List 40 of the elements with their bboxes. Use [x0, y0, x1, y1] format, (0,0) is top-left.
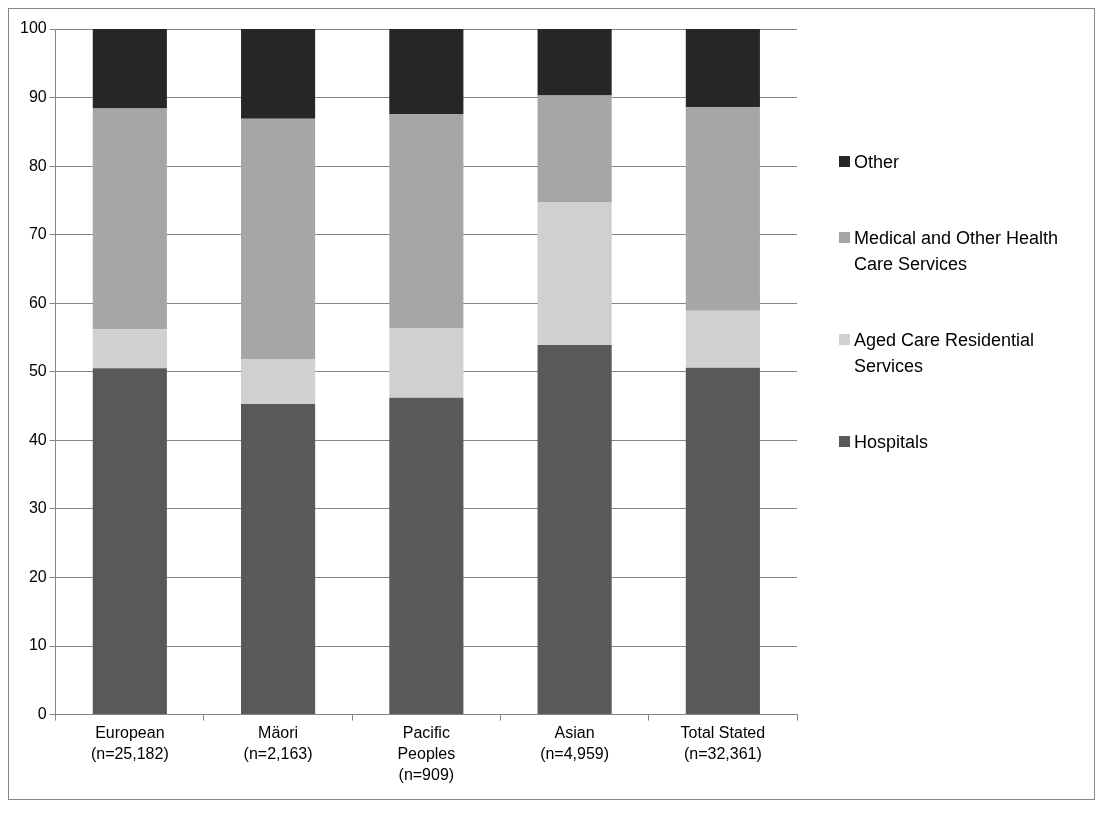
y-tick-label: 60	[28, 293, 47, 311]
bar	[389, 327, 464, 398]
x-tick-label: Mäori (n=2,163)	[243, 724, 313, 763]
y-tick-label: 70	[28, 225, 47, 243]
bar	[92, 368, 167, 715]
x-tick-label: Pacific Peoples (n=909)	[397, 724, 456, 784]
y-tick-label: 0	[37, 705, 47, 723]
legend-label: Aged Care Residential Services	[854, 329, 1036, 378]
bar	[241, 118, 316, 360]
bar	[92, 29, 167, 109]
bar	[537, 95, 612, 203]
x-tick-label: Asian (n=4,959)	[540, 724, 610, 763]
bar	[389, 397, 464, 715]
bar	[685, 367, 760, 715]
bar	[537, 202, 612, 346]
x-tick-label: European (n=25,182)	[90, 724, 169, 763]
y-tick-label: 50	[28, 362, 47, 380]
bar	[537, 29, 612, 96]
x-tick-label: Total Stated (n=32,361)	[680, 724, 766, 763]
legend-label: Medical and Other Health Care Services	[854, 227, 1060, 276]
bar	[685, 107, 760, 311]
bar	[685, 29, 760, 108]
bar	[389, 114, 464, 328]
y-tick-label: 80	[28, 156, 47, 174]
bar	[685, 310, 760, 368]
bar	[92, 329, 167, 369]
y-tick-label: 90	[28, 87, 47, 105]
y-tick-label: 10	[28, 636, 47, 654]
bar	[389, 29, 464, 115]
bar	[537, 345, 612, 715]
bar	[92, 108, 167, 330]
bar	[241, 404, 316, 715]
legend-label: Hospitals	[854, 431, 929, 454]
bar	[241, 29, 316, 119]
bar	[241, 359, 316, 405]
y-tick-label: 100	[19, 19, 47, 37]
y-tick-label: 40	[28, 430, 47, 448]
y-tick-label: 20	[28, 567, 47, 585]
legend-label: Other	[854, 151, 900, 174]
y-tick-label: 30	[28, 499, 47, 517]
